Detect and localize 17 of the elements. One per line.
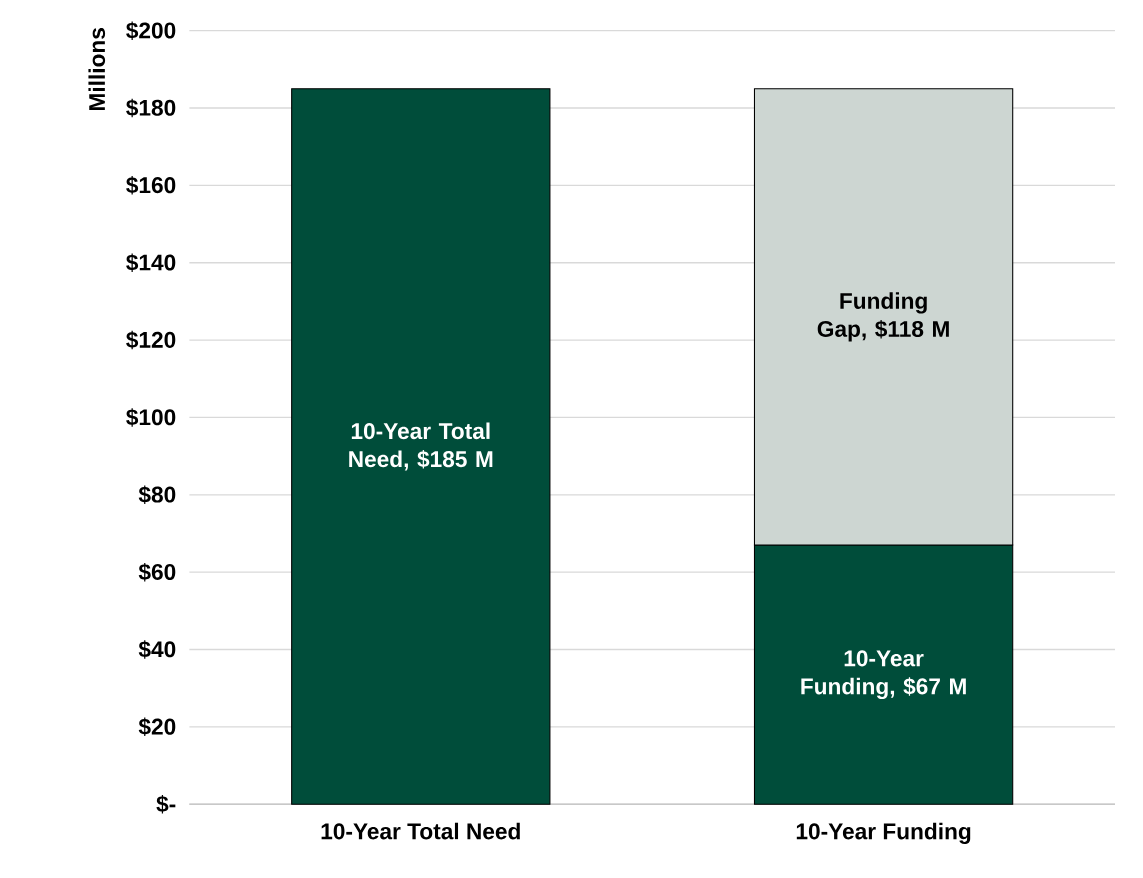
data-label: 10-Year Total Need, $185 M bbox=[349, 422, 493, 471]
y-tick-label: $40 bbox=[138, 640, 176, 659]
y-tick-label: $120 bbox=[126, 331, 176, 350]
y-tick-label: $20 bbox=[138, 717, 176, 737]
y-tick-label: $200 bbox=[126, 21, 176, 41]
y-tick-label: $80 bbox=[138, 485, 176, 505]
y-axis-title: Millions bbox=[88, 28, 106, 111]
y-tick-label: $100 bbox=[126, 408, 176, 427]
data-label: 10-Year Funding, $67 M bbox=[801, 650, 966, 700]
y-tick-label: $160 bbox=[126, 176, 176, 195]
data-label: Funding Gap, $118 M bbox=[817, 292, 949, 342]
y-tick-label: $180 bbox=[126, 98, 176, 118]
y-tick-label: $60 bbox=[138, 563, 176, 582]
x-tick-label: 10-Year Total Need bbox=[321, 822, 520, 840]
y-tick-label: $- bbox=[156, 795, 176, 814]
x-tick-label: 10-Year Funding bbox=[796, 822, 971, 845]
y-tick-label: $140 bbox=[126, 253, 176, 273]
